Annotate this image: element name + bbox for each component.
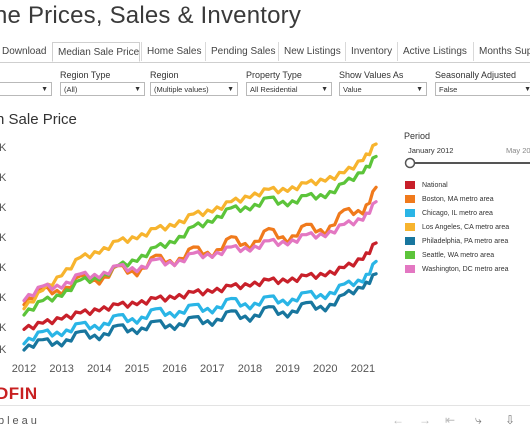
x-tick-label: 2012 bbox=[12, 363, 36, 375]
filter-label-region-type: Region Type bbox=[60, 70, 111, 80]
legend-swatch bbox=[405, 209, 415, 217]
download-icon[interactable]: ⇩ bbox=[505, 413, 516, 427]
y-tick-label: K bbox=[0, 344, 7, 356]
y-tick-label: K bbox=[0, 202, 7, 214]
filter-label-show-values-as: Show Values As bbox=[339, 70, 404, 80]
series-line-los-angeles[interactable] bbox=[22, 142, 378, 311]
series-line-national[interactable] bbox=[22, 241, 378, 331]
period-slider[interactable] bbox=[404, 156, 530, 170]
chevron-down-icon: ▼ bbox=[41, 86, 48, 93]
filter-select-seasonally-adjusted[interactable]: False ▼ bbox=[435, 82, 530, 96]
legend-item-boston[interactable]: Boston, MA metro area bbox=[405, 195, 494, 204]
chevron-down-icon: ▼ bbox=[524, 86, 530, 93]
y-tick-label: K bbox=[0, 142, 7, 154]
filter-label-property-type: Property Type bbox=[246, 70, 302, 80]
legend-item-seattle[interactable]: Seattle, WA metro area bbox=[405, 251, 494, 260]
legend-swatch bbox=[405, 195, 415, 203]
y-tick-label: K bbox=[0, 232, 7, 244]
tab-download[interactable]: Download bbox=[0, 42, 50, 61]
filter-label-seasonally-adjusted: Seasonally Adjusted bbox=[435, 70, 517, 80]
y-tick-label: K bbox=[0, 322, 7, 334]
y-tick-label: K bbox=[0, 262, 7, 274]
tableau-logo: bleau bbox=[0, 415, 40, 427]
legend-swatch bbox=[405, 181, 415, 189]
chart-title: n Sale Price bbox=[0, 111, 77, 128]
share-icon[interactable]: ⤷ bbox=[475, 413, 482, 427]
series-line-boston[interactable] bbox=[22, 185, 378, 307]
redfin-logo: DFIN bbox=[0, 384, 38, 403]
x-tick-label: 2016 bbox=[162, 363, 186, 375]
y-tick-label: K bbox=[0, 172, 7, 184]
series-line-chicago[interactable] bbox=[22, 259, 378, 346]
dashboard-title: ne Prices, Sales & Inventory bbox=[0, 2, 302, 29]
x-tick-label: 2014 bbox=[87, 363, 111, 375]
series-line-philadelphia[interactable] bbox=[22, 272, 378, 352]
revert-icon[interactable]: ⇤ bbox=[445, 413, 456, 427]
filter-label-region: Region bbox=[150, 70, 179, 80]
chevron-down-icon: ▼ bbox=[227, 86, 234, 93]
tab-months-supply[interactable]: Months Sup bbox=[473, 42, 530, 61]
tab-inventory[interactable]: Inventory bbox=[345, 42, 396, 61]
legend-item-los-angeles[interactable]: Los Angeles, CA metro area bbox=[405, 223, 509, 232]
filter-select-show-values-as[interactable]: Value ▼ bbox=[339, 82, 427, 96]
x-tick-label: 2013 bbox=[49, 363, 73, 375]
legend-swatch bbox=[405, 251, 415, 259]
x-tick-label: 2017 bbox=[200, 363, 224, 375]
x-tick-label: 2015 bbox=[125, 363, 149, 375]
series-line-washington[interactable] bbox=[22, 200, 378, 303]
period-start-value: January 2012 bbox=[408, 146, 454, 155]
filter-select-region[interactable]: (Multiple values) ▼ bbox=[150, 82, 238, 96]
tab-new-listings[interactable]: New Listings bbox=[278, 42, 344, 61]
tab-active-listings[interactable]: Active Listings bbox=[397, 42, 472, 61]
legend-item-chicago[interactable]: Chicago, IL metro area bbox=[405, 209, 493, 218]
period-filter-title: Period bbox=[404, 131, 431, 141]
x-tick-label: 2021 bbox=[351, 363, 375, 375]
legend-swatch bbox=[405, 265, 415, 273]
x-tick-label: 2020 bbox=[313, 363, 337, 375]
legend-item-washington[interactable]: Washington, DC metro area bbox=[405, 265, 509, 274]
tab-median-sale-price[interactable]: Median Sale Price bbox=[52, 42, 140, 62]
filter-select-region-type[interactable]: (All) ▼ bbox=[60, 82, 145, 96]
y-tick-label: K bbox=[0, 292, 7, 304]
legend-item-philadelphia[interactable]: Philadelphia, PA metro area bbox=[405, 237, 508, 246]
chevron-down-icon: ▼ bbox=[416, 86, 423, 93]
footer-divider bbox=[0, 405, 530, 406]
chevron-down-icon: ▼ bbox=[134, 86, 141, 93]
tab-bar: Download Median Sale Price Home Sales Pe… bbox=[0, 42, 530, 63]
period-end-value: May 20 bbox=[506, 146, 530, 155]
slider-handle-start[interactable] bbox=[404, 157, 416, 169]
filter-select-property-type[interactable]: All Residential ▼ bbox=[246, 82, 332, 96]
tab-home-sales[interactable]: Home Sales bbox=[141, 42, 204, 61]
series-line-seattle[interactable] bbox=[22, 154, 378, 317]
legend-item-national[interactable]: National bbox=[405, 181, 448, 190]
tab-pending-sales[interactable]: Pending Sales bbox=[205, 42, 277, 61]
legend-swatch bbox=[405, 223, 415, 231]
legend-swatch bbox=[405, 237, 415, 245]
filter-select-0[interactable]: ▼ bbox=[0, 82, 52, 96]
undo-icon[interactable]: ← bbox=[392, 413, 404, 427]
x-tick-label: 2019 bbox=[275, 363, 299, 375]
redo-icon[interactable]: → bbox=[419, 413, 431, 427]
chevron-down-icon: ▼ bbox=[321, 86, 328, 93]
x-tick-label: 2018 bbox=[238, 363, 262, 375]
